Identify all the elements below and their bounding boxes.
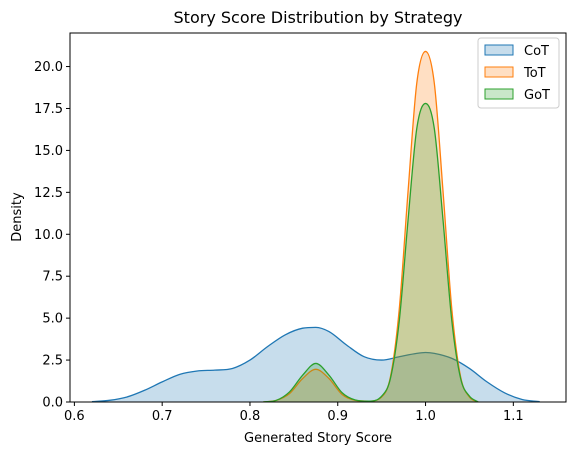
x-tick-label: 0.8 — [240, 409, 261, 424]
legend-label-cot: CoT — [524, 44, 549, 59]
legend-label-got: GoT — [524, 88, 550, 103]
y-tick-label: 15.0 — [34, 144, 63, 159]
series-area-got — [263, 103, 479, 402]
y-tick-label: 10.0 — [34, 228, 63, 243]
y-axis-label: Density — [10, 192, 25, 242]
plot-area — [91, 50, 540, 402]
y-tick-label: 20.0 — [34, 60, 63, 75]
x-axis-ticks: 0.6 0.7 0.8 0.9 1.0 1.1 — [64, 402, 524, 424]
y-tick-label: 5.0 — [42, 312, 63, 327]
y-tick-label: 0.0 — [42, 396, 63, 411]
x-tick-label: 0.6 — [64, 409, 85, 424]
x-tick-label: 0.7 — [152, 409, 173, 424]
y-tick-label: 7.5 — [42, 270, 63, 285]
y-axis-ticks: 0.0 2.5 5.0 7.5 10.0 12.5 15.0 17.5 20.0 — [34, 60, 70, 411]
plot-frame — [69, 32, 567, 403]
series-area-tot — [263, 51, 479, 402]
legend-swatch-got — [484, 88, 514, 100]
y-tick-label: 2.5 — [42, 354, 63, 369]
legend: CoT ToT GoT — [477, 37, 560, 109]
x-tick-label: 0.9 — [327, 409, 348, 424]
x-axis-label: Generated Story Score — [244, 431, 392, 446]
legend-swatch-cot — [484, 44, 514, 56]
y-tick-label: 12.5 — [34, 186, 63, 201]
legend-swatch-tot — [484, 66, 514, 78]
series-layer — [91, 50, 540, 402]
legend-label-tot: ToT — [523, 66, 546, 81]
series-line-got — [263, 102, 479, 402]
series-line-cot — [91, 326, 540, 402]
series-area-cot — [91, 327, 540, 402]
x-tick-label: 1.0 — [415, 409, 436, 424]
chart-title: Story Score Distribution by Strategy — [174, 8, 463, 27]
x-tick-label: 1.1 — [503, 409, 524, 424]
y-tick-label: 17.5 — [34, 102, 63, 117]
series-line-tot — [263, 50, 479, 402]
